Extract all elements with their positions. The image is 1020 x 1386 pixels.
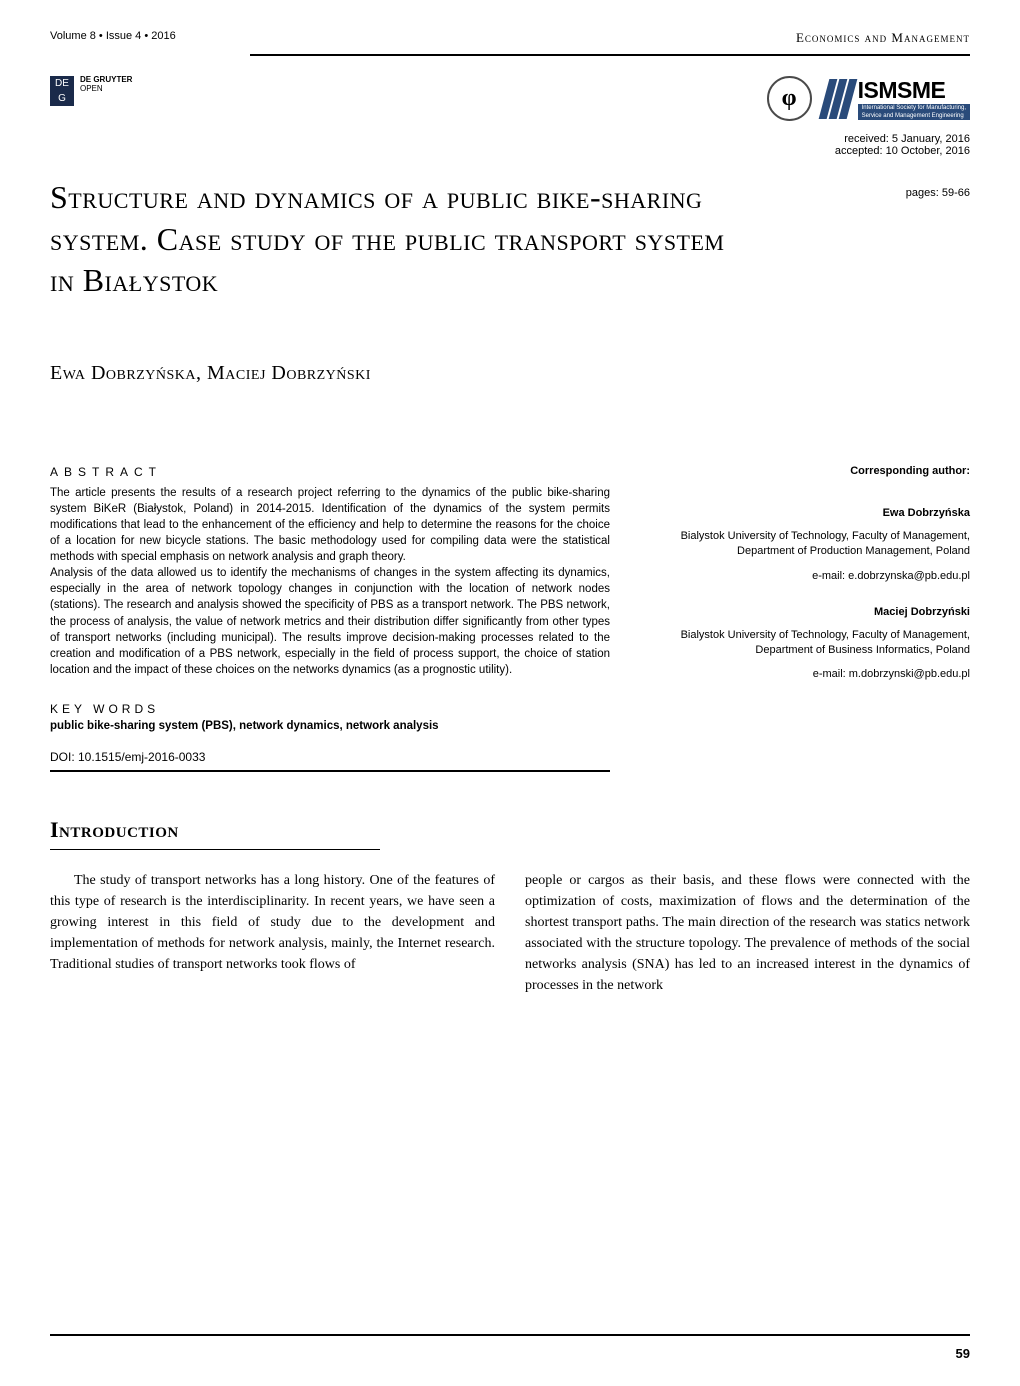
abstract-divider	[50, 770, 610, 772]
publisher-logo: DE G DE GRUYTER OPEN	[50, 76, 132, 106]
ismsme-text-block: ISMSME International Society for Manufac…	[858, 77, 970, 120]
publisher-icon: DE G	[50, 76, 74, 106]
content-row: ABSTRACT The article presents the result…	[50, 465, 970, 807]
ismsme-bars-icon	[824, 79, 852, 119]
introduction-section: Introduction The study of transport netw…	[50, 817, 970, 996]
publisher-icon-bottom: G	[58, 93, 66, 104]
author-2-email: e-mail: m.dobrzynski@pb.edu.pl	[640, 668, 970, 680]
authors-line: Ewa Dobrzyńska, Maciej Dobrzyński	[50, 362, 970, 385]
footer-divider	[50, 1334, 970, 1336]
logos-row: DE G DE GRUYTER OPEN φ ISMSME Internatio…	[50, 76, 970, 121]
intro-column-2: people or cargos as their basis, and the…	[525, 870, 970, 996]
ismsme-subtitle1: International Society for Manufacturing,	[858, 104, 970, 112]
received-date: received: 5 January, 2016	[50, 133, 970, 145]
right-column: Corresponding author: Ewa Dobrzyńska Bia…	[640, 465, 970, 807]
keywords-label: KEY WORDS	[50, 702, 610, 716]
volume-info: Volume 8 • Issue 4 • 2016	[50, 30, 176, 42]
title-section: Structure and dynamics of a public bike-…	[50, 177, 970, 302]
ismsme-logo: ISMSME International Society for Manufac…	[824, 77, 970, 120]
phi-logo-icon: φ	[767, 76, 812, 121]
publisher-sub: OPEN	[80, 85, 132, 94]
abstract-label: ABSTRACT	[50, 465, 610, 479]
header-row: Volume 8 • Issue 4 • 2016 Economics and …	[50, 30, 970, 46]
ismsme-title: ISMSME	[858, 77, 970, 104]
accepted-date: accepted: 10 October, 2016	[50, 145, 970, 157]
page-number: 59	[956, 1346, 970, 1361]
publisher-text: DE GRUYTER OPEN	[80, 76, 132, 94]
intro-text-1: The study of transport networks has a lo…	[50, 870, 495, 975]
pages-info: pages: 59-66	[906, 187, 970, 199]
author-1-email: e-mail: e.dobrzynska@pb.edu.pl	[640, 570, 970, 582]
keywords-text: public bike-sharing system (PBS), networ…	[50, 720, 610, 732]
left-column: ABSTRACT The article presents the result…	[50, 465, 610, 807]
ismsme-subtitle2: Service and Management Engineering	[858, 112, 970, 120]
right-logos: φ ISMSME International Society for Manuf…	[767, 76, 970, 121]
abstract-text: The article presents the results of a re…	[50, 485, 610, 678]
author-2-name: Maciej Dobrzyński	[640, 606, 970, 618]
introduction-columns: The study of transport networks has a lo…	[50, 870, 970, 996]
header-divider	[250, 54, 970, 56]
author-2-affiliation: Bialystok University of Technology, Facu…	[640, 628, 970, 659]
author-1-name: Ewa Dobrzyńska	[640, 507, 970, 519]
introduction-heading: Introduction	[50, 817, 970, 843]
intro-column-1: The study of transport networks has a lo…	[50, 870, 495, 996]
author-1-affiliation: Bialystok University of Technology, Facu…	[640, 529, 970, 560]
dates-block: received: 5 January, 2016 accepted: 10 O…	[50, 133, 970, 157]
journal-name: Economics and Management	[796, 30, 970, 46]
author-block-1: Ewa Dobrzyńska Bialystok University of T…	[640, 507, 970, 582]
corresponding-label: Corresponding author:	[640, 465, 970, 477]
article-title: Structure and dynamics of a public bike-…	[50, 177, 750, 302]
author-block-2: Maciej Dobrzyński Bialystok University o…	[640, 606, 970, 681]
publisher-icon-top: DE	[55, 78, 69, 89]
doi-text: DOI: 10.1515/emj-2016-0033	[50, 750, 610, 764]
intro-text-2: people or cargos as their basis, and the…	[525, 870, 970, 996]
introduction-divider	[50, 849, 380, 850]
